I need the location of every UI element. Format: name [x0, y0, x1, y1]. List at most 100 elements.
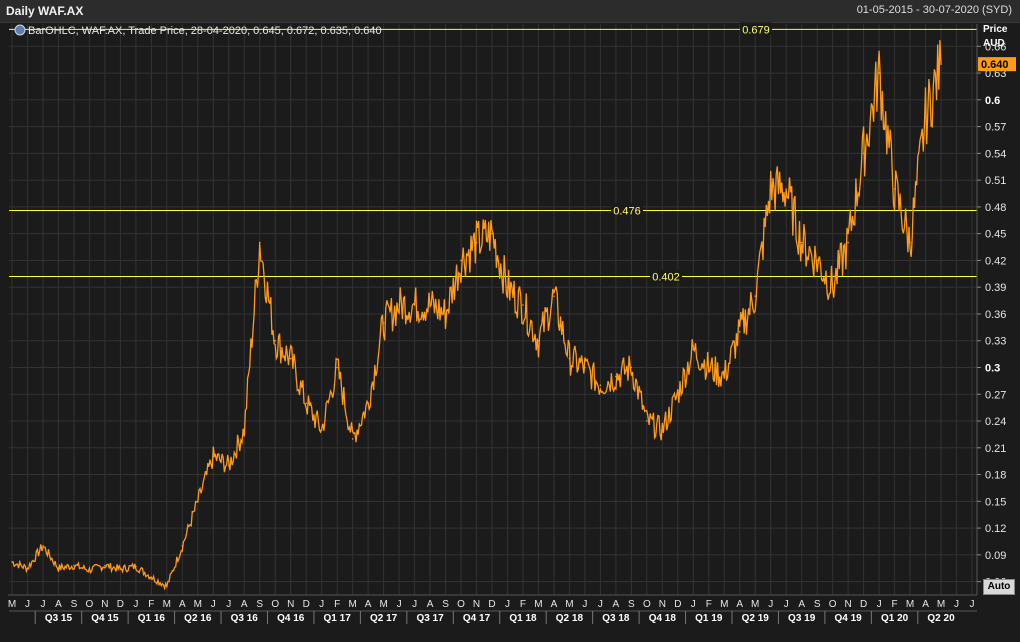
price-point [522, 304, 524, 306]
price-point [444, 313, 447, 315]
x-quarter-label: Q3 17 [416, 613, 444, 624]
level-label-bg [740, 22, 772, 36]
y-tick-label: 0.24 [985, 416, 1006, 428]
x-month-label: M [163, 599, 171, 610]
x-month-label: J [319, 599, 324, 610]
level-label: 0.476 [613, 205, 641, 217]
price-point [460, 259, 462, 262]
x-month-label: F [706, 599, 712, 610]
x-quarter-label: Q3 18 [602, 613, 630, 624]
price-point [88, 569, 91, 571]
x-month-label: J [582, 599, 587, 610]
price-series[interactable] [11, 40, 942, 591]
x-month-label: J [598, 599, 603, 610]
price-point [661, 429, 664, 431]
last-price-value: 0.640 [981, 59, 1009, 71]
x-quarter-label: Q4 16 [277, 613, 305, 624]
x-month-label: M [379, 599, 387, 610]
price-point [677, 393, 679, 396]
y-tick-label: 0.42 [985, 255, 1006, 267]
auto-scale-button[interactable]: Auto [983, 579, 1015, 595]
price-point [57, 567, 60, 570]
level-label-bg [611, 203, 643, 217]
y-tick-label: 0.33 [985, 336, 1006, 348]
y-tick-label: 0.39 [985, 282, 1006, 294]
x-month-label: F [148, 599, 154, 610]
x-month-label: N [287, 599, 294, 610]
y-tick-label: 0.36 [985, 309, 1006, 321]
y-axis-label: Price [983, 24, 1008, 35]
x-quarter-label: Q2 16 [184, 613, 212, 624]
price-point [119, 568, 122, 570]
price-point [11, 561, 13, 563]
price-point [831, 286, 834, 288]
date-range: 01-05-2015 - 30-07-2020 (SYD) [856, 4, 1012, 16]
price-point [26, 567, 29, 570]
x-month-label: A [427, 599, 434, 610]
price-point [537, 339, 540, 342]
y-tick-label: 0.27 [985, 389, 1006, 401]
x-quarter-label: Q3 16 [231, 613, 259, 624]
x-month-label: J [768, 599, 773, 610]
x-month-label: A [922, 599, 929, 610]
y-tick-label: 0.57 [985, 122, 1006, 134]
y-tick-label: 0.09 [985, 550, 1006, 562]
last-price-badge: 0.640 [978, 57, 1016, 72]
x-quarter-label: Q4 19 [835, 613, 863, 624]
x-month-label: A [613, 599, 620, 610]
y-tick-label: 0.45 [985, 229, 1006, 241]
x-month-label: J [970, 599, 975, 610]
x-month-label: A [798, 599, 805, 610]
price-point [429, 304, 431, 306]
price-point [924, 116, 927, 119]
x-month-label: O [643, 599, 651, 610]
price-point [305, 402, 307, 404]
price-point [227, 464, 230, 467]
price-point [646, 420, 648, 422]
legend-icon[interactable] [14, 24, 26, 36]
x-month-label: J [226, 599, 231, 610]
horizontal-levels: 0.679 0.476 0.402 [9, 22, 977, 283]
y-tick-label: 0.66 [985, 41, 1006, 53]
price-point [816, 259, 818, 262]
y-axis-ticks: 0.060.090.120.150.180.210.240.270.30.330… [977, 41, 1006, 589]
x-quarter-label: Q3 19 [788, 613, 816, 624]
x-month-label: D [674, 599, 681, 610]
x-month-label: M [906, 599, 914, 610]
x-month-label: O [86, 599, 94, 610]
x-month-label: J [133, 599, 138, 610]
title-bar: Daily WAF.AX 01-05-2015 - 30-07-2020 (SY… [0, 0, 1020, 23]
price-point [413, 304, 416, 306]
price-point [553, 295, 555, 297]
x-month-label: S [71, 599, 78, 610]
price-point [893, 188, 896, 190]
x-month-label: D [303, 599, 310, 610]
price-point [615, 375, 617, 378]
price-point [475, 241, 478, 244]
x-quarter-label: Q1 17 [324, 613, 352, 624]
price-point [506, 286, 509, 288]
x-month-label: A [736, 599, 743, 610]
chart-title: Daily WAF.AX [6, 4, 84, 18]
y-axis-unit: AUD [983, 38, 1005, 49]
price-point [166, 585, 168, 587]
price-point [630, 366, 633, 369]
x-month-label: J [691, 599, 696, 610]
price-point [940, 63, 942, 65]
x-month-label: S [628, 599, 635, 610]
x-month-label: M [565, 599, 573, 610]
x-quarter-label: Q4 15 [91, 613, 119, 624]
x-month-label: S [442, 599, 449, 610]
x-month-label: J [25, 599, 30, 610]
x-month-label: F [520, 599, 526, 610]
x-month-label: M [720, 599, 728, 610]
x-quarter-label: Q3 15 [45, 613, 73, 624]
price-point [212, 455, 215, 458]
y-tick-label: 0.54 [985, 148, 1006, 160]
price-point [336, 366, 338, 369]
y-tick-label: 0.18 [985, 470, 1006, 482]
x-month-label: F [892, 599, 898, 610]
